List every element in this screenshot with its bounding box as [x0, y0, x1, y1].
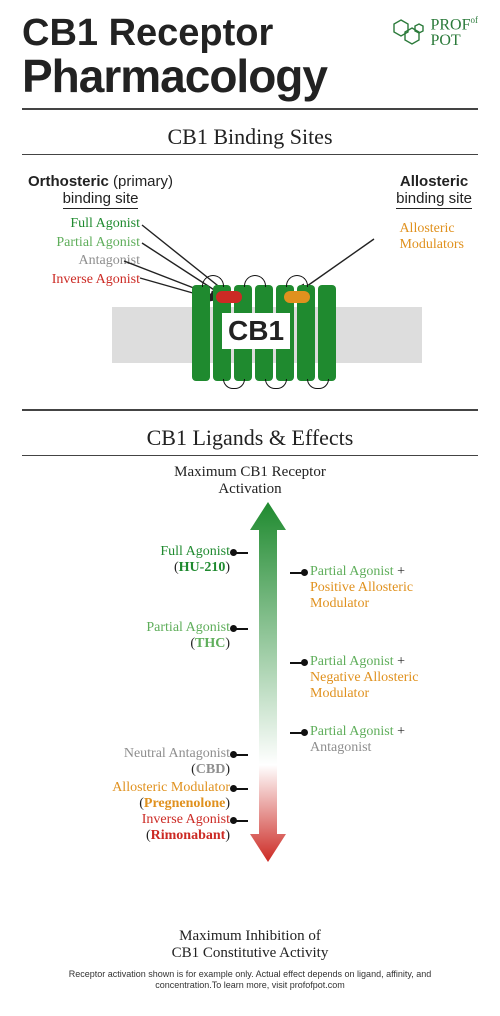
scale-right-item: Partial Agonist + Negative AllostericMod… [310, 654, 500, 702]
hex-icon [392, 18, 426, 48]
scale-left-item: Full Agonist(HU-210) [22, 544, 230, 576]
scale-right-item: Partial Agonist + Positive AllostericMod… [310, 564, 500, 612]
activation-scale: Full Agonist(HU-210) Partial Agonist(THC)… [22, 502, 478, 922]
scale-top-label: Maximum CB1 ReceptorActivation [22, 464, 478, 499]
binding-site-headers: Orthosteric (primary)binding site Allost… [28, 173, 472, 207]
receptor-diagram: Full AgonistPartial AgonistAntagonistInv… [22, 215, 478, 405]
main-title: CB1 Receptor Pharmacology [22, 14, 327, 100]
scale-bottom-label: Maximum Inhibition ofCB1 Constitutive Ac… [22, 928, 478, 963]
footer-text: Receptor activation shown is for example… [40, 969, 460, 992]
scale-left-item: Neutral Antagonist(CBD) [22, 746, 230, 778]
scale-right-item: Partial Agonist + Antagonist [310, 724, 500, 756]
cb1-label: CB1 [222, 313, 290, 349]
scale-left-item: Partial Agonist(THC) [22, 620, 230, 652]
section-ligands-effects: CB1 Ligands & Effects [22, 425, 478, 451]
section-binding-sites: CB1 Binding Sites [22, 124, 478, 150]
scale-left-item: Inverse Agonist(Rimonabant) [22, 812, 230, 844]
orthosteric-ligand [216, 291, 242, 303]
scale-left-item: Allosteric Modulator(Pregnenolone) [22, 780, 230, 812]
logo: PROFof POT [392, 16, 478, 49]
allosteric-ligand [284, 291, 310, 303]
gradient-arrow-icon [250, 502, 286, 862]
